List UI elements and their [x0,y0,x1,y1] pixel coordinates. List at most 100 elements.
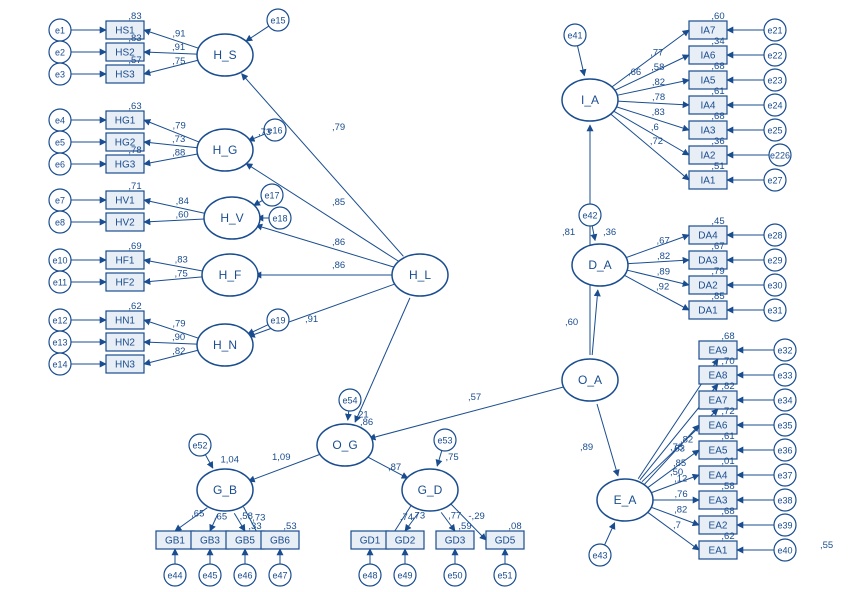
coef-H_L-H_S: ,79 [332,122,345,133]
obs-label-GD3: GD3 [445,536,466,547]
smc-IA1: ,51 [711,161,724,172]
dist-coef-e52: 1,04 [221,455,240,466]
latent-label-D_A: D_A [588,258,611,272]
smc-HG3: ,78 [128,145,141,156]
extra-coef-0: ,86 [360,417,373,428]
coef-load-HN1: ,79 [172,318,185,329]
err-label-e38: e38 [777,495,792,505]
obs-label-IA6: IA6 [700,51,715,62]
obs-label-HS3: HS3 [115,70,135,81]
err-label-e31: e31 [767,305,782,315]
smc-EA9: ,68 [721,331,734,342]
coef-load-DA3: ,82 [657,251,670,262]
smc-EA4: ,01 [721,456,734,467]
coef-O_G-G_D: ,87 [388,462,401,473]
err-label-e4: e4 [55,115,65,125]
coef-load-HV2: ,60 [176,209,189,220]
dist-path-e41 [577,46,584,76]
dist-label-e19: e19 [270,315,285,325]
latent-label-H_N: H_N [213,338,237,352]
path-H_L-H_S [242,74,404,257]
smc-HS1: ,83 [128,11,141,22]
dist-path-e43 [605,523,615,545]
err-label-e48: e48 [362,570,377,580]
obs-label-EA1: EA1 [709,546,728,557]
coef-load-IA2: ,6 [651,122,659,133]
obs-label-EA6: EA6 [709,421,728,432]
smc-EA7: ,82 [721,381,734,392]
coef-load-IA5: ,82 [652,77,665,88]
smc-EA5: ,61 [721,431,734,442]
coef-load-HS1: ,91 [172,28,185,39]
obs-label-EA8: EA8 [709,371,728,382]
obs-label-GD5: GD5 [495,536,516,547]
err-label-e21: e21 [767,25,782,35]
coef-O_A-I_A: ,81 [562,227,575,238]
obs-label-GB3: GB3 [200,536,220,547]
smc-IA4: ,61 [711,86,724,97]
smc-IA5: ,68 [711,61,724,72]
obs-label-DA2: DA2 [698,281,718,292]
extra-coef-3: ,50 [670,467,683,478]
coef-load-HS2: ,91 [172,42,185,53]
obs-label-EA9: EA9 [709,346,728,357]
err-label-e37: e37 [777,470,792,480]
obs-label-HG3: HG3 [115,160,136,171]
obs-label-HG1: HG1 [115,116,136,127]
smc-IA2: ,36 [711,136,724,147]
smc-DA3: ,67 [711,241,724,252]
dist-label-e43: e43 [592,550,607,560]
dist-path-e42 [592,226,595,241]
coef-load-GD2: ,73 [412,511,425,522]
obs-label-HF2: HF2 [116,278,135,289]
coef-load-GD5: -,29 [468,511,484,522]
dist-path-e53 [437,451,442,467]
err-label-e11: e11 [53,277,67,287]
coef-H_L-H_F: ,86 [332,260,345,271]
coef-O_A-D_A: ,60 [565,317,578,328]
dist-path-e17 [254,200,263,205]
err-label-e8: e8 [55,217,65,227]
latent-label-G_B: G_B [213,483,237,497]
path-O_A-E_A [597,404,618,476]
err-label-e49: e49 [397,570,412,580]
err-label-e13: e13 [52,337,67,347]
smc-IA6: ,34 [711,36,724,47]
coef-load-EA2: ,82 [674,505,687,516]
err-label-e12: e12 [52,315,67,325]
dist-coef-e16: ,73 [258,127,271,138]
err-label-e22: e22 [767,50,782,60]
obs-label-EA5: EA5 [709,446,728,457]
smc-DA1: ,85 [711,291,724,302]
smc-EA2: ,68 [721,506,734,517]
smc-HG1: ,63 [128,101,141,112]
smc-HS3: ,57 [128,55,141,66]
latent-label-O_A: O_A [578,373,602,387]
smc-GD3: ,59 [458,521,471,532]
err-label-e1: e1 [55,25,65,35]
extra-coef-2: ,78 [670,442,683,453]
coef-load-GB6: ,73 [252,512,265,523]
err-label-e51: e51 [497,570,512,580]
coef-load-EA3: ,76 [675,489,688,500]
obs-label-GB6: GB6 [270,536,290,547]
coef-load-HN3: ,82 [172,346,185,357]
dist-label-e41: e41 [567,30,582,40]
coef-load-HV1: ,84 [176,196,189,207]
obs-label-HN1: HN1 [115,316,135,327]
coef-H_L-H_N: ,91 [305,314,318,325]
err-label-e29: e29 [767,255,782,265]
obs-label-GB5: GB5 [235,536,255,547]
err-label-e36: e36 [777,445,792,455]
coef-load-HN2: ,90 [172,332,185,343]
smc-IA3: ,68 [711,111,724,122]
obs-label-DA3: DA3 [698,256,718,267]
coef-load-DA1: ,92 [656,281,669,292]
err-label-e6: e6 [55,159,65,169]
coef-load-IA1: ,72 [650,136,663,147]
coef-load-IA3: ,83 [652,107,665,118]
latent-label-H_V: H_V [220,211,243,225]
err-label-e27: e27 [767,175,782,185]
obs-label-HF1: HF1 [116,256,135,267]
err-label-e32: e32 [777,345,792,355]
